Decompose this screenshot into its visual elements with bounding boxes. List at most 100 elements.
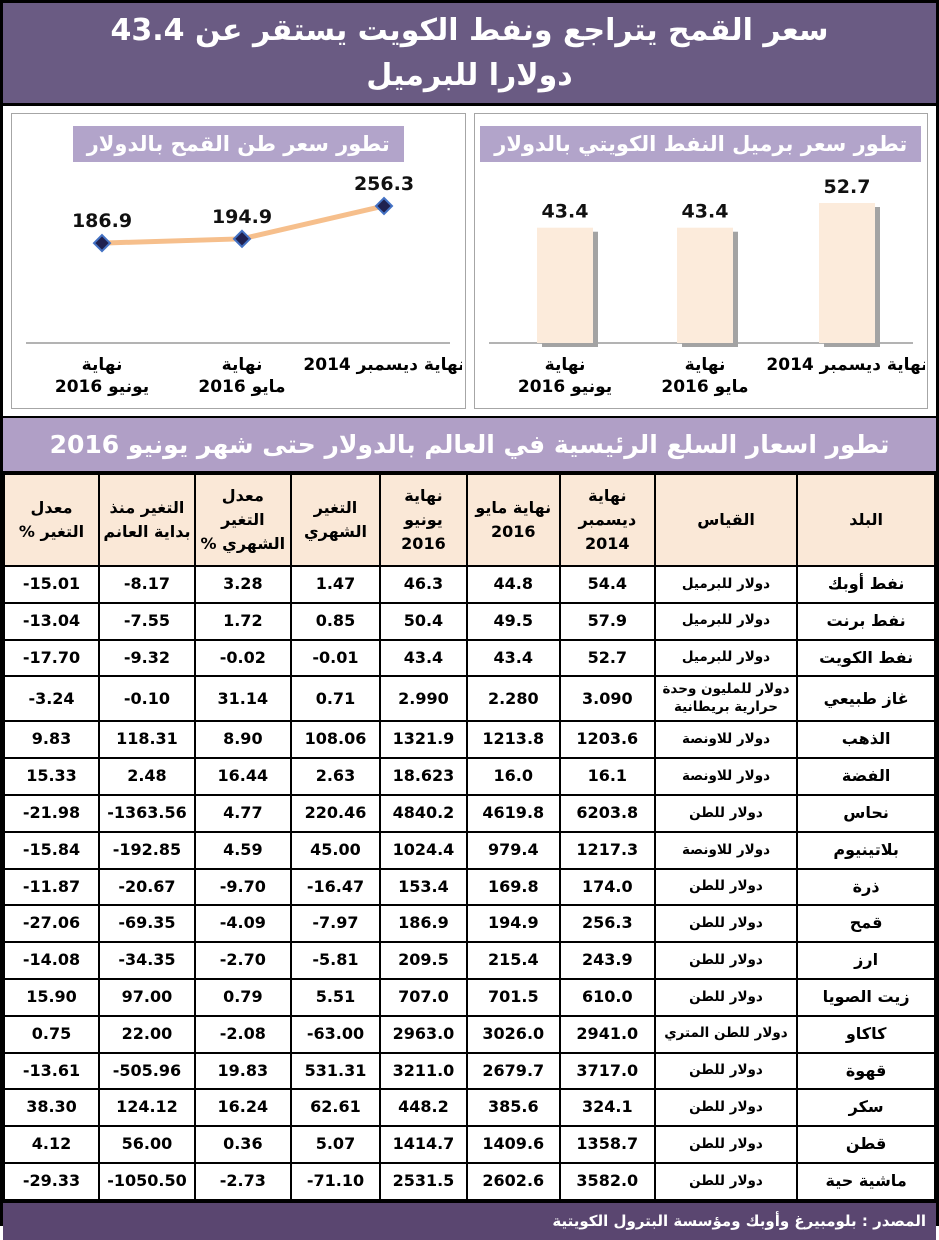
x-tick-label: نهاية مايو 2016 <box>199 355 286 397</box>
value-cell: 3.28 <box>193 565 292 604</box>
value-label: 186.9 <box>72 210 132 232</box>
table-title: تطور اسعار السلع الرئيسية في العالم بالد… <box>3 416 936 473</box>
value-cell: -27.06 <box>3 904 100 944</box>
value-cell: 45.00 <box>289 830 382 870</box>
measure-cell: دولار للبرميل <box>653 565 799 604</box>
value-cell: 385.6 <box>465 1088 561 1128</box>
table-row: قمح دولار للطن 256.3 194.9 186.9 -7.97 -4.09 -6… <box>3 904 936 944</box>
x-tick-label: نهاية يونيو 2016 <box>518 355 612 397</box>
commodity-cell: الفضة <box>796 757 936 797</box>
value-cell: 108.06 <box>289 720 382 760</box>
table-row: ذرة دولار للطن 174.0 169.8 153.4 -16.47 -9.70-… <box>3 867 936 907</box>
value-cell: 3717.0 <box>558 1051 656 1091</box>
table-row: بلاتينيوم دولار للاونصة 1217.3 979.4 1024.4 4… <box>3 830 936 870</box>
value-cell: 979.4 <box>465 830 561 870</box>
value-cell: 16.24 <box>193 1088 292 1128</box>
value-cell: 8.90 <box>193 720 292 760</box>
value-cell: -505.96 <box>98 1051 196 1091</box>
commodity-cell: نفط أوبك <box>796 565 936 604</box>
table-row: نفط الكويت دولار للبرميل 52.7 43.4 43.4 -0.01… <box>3 638 936 678</box>
value-cell: -7.55 <box>98 601 196 641</box>
measure-cell: دولار للطن <box>653 978 799 1017</box>
measure-cell: دولار للطن <box>653 904 799 944</box>
table-row: نفط برنت دولار للبرميل 57.9 49.5 50.4 0.85 1.7… <box>3 601 936 641</box>
column-header: معدل التغير % <box>3 473 100 567</box>
value-cell: -29.33 <box>3 1162 100 1201</box>
value-cell: 2.48 <box>98 757 196 797</box>
wheat-chart-title-wrap: تطور سعر طن القمح بالدولار <box>12 126 465 163</box>
data-point-marker <box>232 229 252 249</box>
value-cell: 44.8 <box>465 565 561 604</box>
value-cell: 1217.3 <box>558 830 656 870</box>
value-cell: 1414.7 <box>379 1125 468 1165</box>
value-cell: 2.280 <box>465 675 561 723</box>
commodity-cell: قهوة <box>796 1051 936 1091</box>
column-header: نهاية يونيو 2016 <box>379 473 468 567</box>
commodity-cell: غاز طبيعي <box>796 675 936 723</box>
oil-chart-title-wrap: تطور سعر برميل النفط الكويتي بالدولار <box>475 126 928 163</box>
value-cell: -71.10 <box>289 1162 382 1201</box>
measure-cell: دولار للمليون وحدة حرارية بريطانية <box>653 675 799 723</box>
value-cell: 1358.7 <box>558 1125 656 1165</box>
commodity-cell: قمح <box>796 904 936 944</box>
table-row: قهوة دولار للطن 3717.0 2679.7 3211.0 531.31 19… <box>3 1051 936 1091</box>
value-cell: 324.1 <box>558 1088 656 1128</box>
value-cell: 701.5 <box>465 978 561 1017</box>
table-row: غاز طبيعي دولار للمليون وحدة حرارية بريطا… <box>3 675 936 723</box>
value-cell: 0.79 <box>193 978 292 1017</box>
value-cell: -0.01 <box>289 638 382 678</box>
table-row: كاكاو دولار للطن المتري 2941.0 3026.0 2963.0… <box>3 1014 936 1054</box>
x-tick-label: نهاية يونيو 2016 <box>55 355 149 397</box>
bar <box>676 228 733 344</box>
column-header: نهاية ديسمبر 2014 <box>558 473 656 567</box>
measure-cell: دولار للطن <box>653 941 799 981</box>
x-tick-label: نهاية ديسمبر 2014 <box>304 355 463 375</box>
value-cell: 3582.0 <box>558 1162 656 1201</box>
table-row: ارز دولار للطن 243.9 215.4 209.5 -5.81 -2.70 -3… <box>3 941 936 981</box>
value-label: 43.4 <box>541 201 588 223</box>
commodity-cell: بلاتينيوم <box>796 830 936 870</box>
value-cell: -7.97 <box>289 904 382 944</box>
value-cell: 610.0 <box>558 978 656 1017</box>
table-row: قطن دولار للطن 1358.7 1409.6 1414.7 5.07 0.36 5… <box>3 1125 936 1165</box>
value-cell: 531.31 <box>289 1051 382 1091</box>
commodity-cell: سكر <box>796 1088 936 1128</box>
value-cell: -13.04 <box>3 601 100 641</box>
value-cell: 16.0 <box>465 757 561 797</box>
charts-row: تطور سعر برميل النفط الكويتي بالدولار نه… <box>3 106 936 415</box>
value-cell: -69.35 <box>98 904 196 944</box>
value-cell: 0.85 <box>289 601 382 641</box>
column-header: التغير منذ بداية العانم <box>98 473 196 567</box>
value-cell: 220.46 <box>289 794 382 833</box>
value-cell: 22.00 <box>98 1014 196 1054</box>
value-cell: 52.7 <box>558 638 656 678</box>
oil-chart-title: تطور سعر برميل النفط الكويتي بالدولار <box>480 126 922 163</box>
value-cell: -192.85 <box>98 830 196 870</box>
value-cell: -9.70 <box>193 867 292 907</box>
table-row: نفط أوبك دولار للبرميل 54.4 44.8 46.3 1.47 3.2… <box>3 565 936 604</box>
table-row: ماشية حية دولار للطن 3582.0 2602.6 2531.5 -71… <box>3 1162 936 1201</box>
x-tick-label: نهاية مايو 2016 <box>661 355 748 397</box>
value-cell: 15.33 <box>3 757 100 797</box>
measure-cell: دولار للبرميل <box>653 601 799 641</box>
measure-cell: دولار للطن المتري <box>653 1014 799 1054</box>
value-cell: -11.87 <box>3 867 100 907</box>
wheat-chart-panel: تطور سعر طن القمح بالدولار نهاية يونيو 20… <box>11 113 466 409</box>
x-tick-label: نهاية ديسمبر 2014 <box>766 355 925 375</box>
commodity-cell: نفط برنت <box>796 601 936 641</box>
column-header: البلد <box>796 473 936 567</box>
value-cell: 46.3 <box>379 565 468 604</box>
value-cell: -34.35 <box>98 941 196 981</box>
commodity-cell: ارز <box>796 941 936 981</box>
page-title: سعر القمح يتراجع ونفط الكويت يستقر عن 43… <box>3 3 936 106</box>
value-cell: 16.44 <box>193 757 292 797</box>
measure-cell: دولار للطن <box>653 1088 799 1128</box>
commodity-cell: كاكاو <box>796 1014 936 1054</box>
column-header: التغير الشهري <box>289 473 382 567</box>
value-cell: -21.98 <box>3 794 100 833</box>
value-cell: -2.73 <box>193 1162 292 1201</box>
value-cell: 3211.0 <box>379 1051 468 1091</box>
value-cell: -63.00 <box>289 1014 382 1054</box>
commodity-cell: قطن <box>796 1125 936 1165</box>
table-row: نحاس دولار للطن 6203.8 4619.8 4840.2 220.46 4.… <box>3 794 936 833</box>
